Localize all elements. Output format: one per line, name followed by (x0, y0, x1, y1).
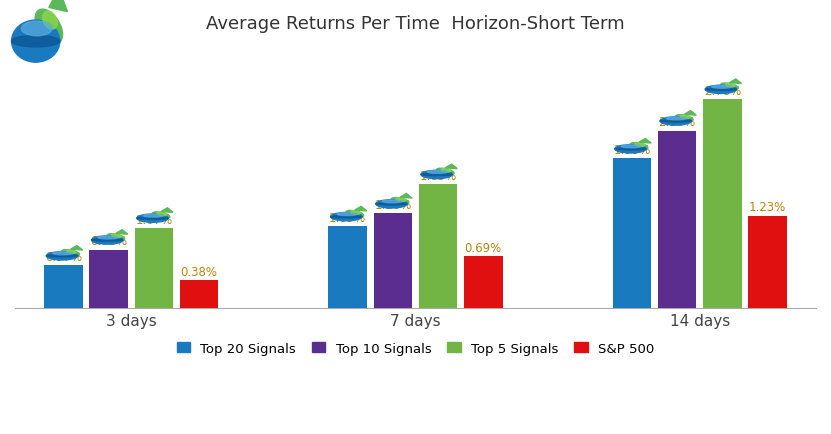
Ellipse shape (660, 121, 691, 123)
Ellipse shape (91, 239, 123, 242)
Ellipse shape (337, 213, 356, 216)
Ellipse shape (660, 118, 691, 126)
Ellipse shape (42, 12, 57, 30)
Ellipse shape (421, 174, 452, 176)
Ellipse shape (615, 145, 647, 154)
Bar (135, 228, 173, 309)
Bar (612, 159, 652, 309)
Ellipse shape (615, 148, 647, 151)
Ellipse shape (351, 211, 360, 215)
Bar (328, 227, 367, 309)
Polygon shape (400, 194, 412, 199)
Ellipse shape (711, 86, 731, 89)
Ellipse shape (725, 84, 735, 88)
Polygon shape (116, 230, 128, 235)
Ellipse shape (35, 10, 62, 45)
Ellipse shape (706, 86, 736, 94)
Polygon shape (355, 207, 366, 211)
Bar (464, 257, 503, 309)
Ellipse shape (22, 22, 52, 37)
Ellipse shape (376, 200, 407, 208)
Ellipse shape (346, 211, 364, 218)
Ellipse shape (111, 234, 121, 238)
Ellipse shape (12, 36, 60, 48)
Bar (373, 214, 412, 309)
Ellipse shape (391, 198, 409, 205)
Ellipse shape (666, 118, 686, 121)
Bar (89, 250, 128, 309)
Ellipse shape (382, 201, 402, 204)
Ellipse shape (66, 250, 76, 254)
Polygon shape (730, 80, 741, 84)
Text: 0.57%: 0.57% (45, 250, 82, 263)
Text: 2.36%: 2.36% (658, 116, 696, 129)
Ellipse shape (98, 237, 118, 240)
Ellipse shape (152, 212, 170, 219)
Text: 1.09%: 1.09% (329, 211, 366, 224)
Polygon shape (639, 139, 651, 144)
Bar (703, 100, 742, 309)
Ellipse shape (396, 198, 406, 202)
Bar (658, 131, 696, 309)
Ellipse shape (441, 169, 450, 173)
Ellipse shape (676, 115, 693, 122)
Polygon shape (684, 112, 696, 116)
Title: Average Returns Per Time  Horizon-Short Term: Average Returns Per Time Horizon-Short T… (206, 15, 625, 33)
Ellipse shape (706, 89, 736, 91)
Text: 1.65%: 1.65% (420, 169, 457, 182)
Polygon shape (71, 246, 82, 250)
Ellipse shape (53, 252, 72, 255)
Ellipse shape (331, 216, 361, 218)
Ellipse shape (630, 143, 648, 150)
Bar (748, 216, 787, 309)
Ellipse shape (137, 217, 168, 220)
Polygon shape (49, 0, 67, 13)
Text: 0.38%: 0.38% (180, 265, 218, 278)
Ellipse shape (331, 213, 361, 221)
Bar (44, 266, 83, 309)
Ellipse shape (12, 21, 60, 63)
Bar (179, 280, 219, 309)
Ellipse shape (61, 250, 80, 257)
Ellipse shape (635, 144, 644, 147)
Ellipse shape (427, 171, 447, 174)
Bar (419, 184, 458, 309)
Text: 0.69%: 0.69% (465, 242, 502, 255)
Ellipse shape (143, 215, 163, 217)
Text: 1.23%: 1.23% (749, 201, 786, 214)
Ellipse shape (681, 116, 690, 119)
Text: 2.78%: 2.78% (704, 85, 741, 98)
Ellipse shape (137, 214, 168, 223)
Text: 1.07%: 1.07% (135, 213, 173, 226)
Ellipse shape (622, 145, 642, 148)
Ellipse shape (157, 213, 166, 216)
Ellipse shape (436, 169, 454, 175)
Text: 0.78%: 0.78% (90, 235, 127, 248)
Ellipse shape (107, 234, 125, 241)
Ellipse shape (376, 203, 407, 206)
Polygon shape (445, 165, 457, 169)
Legend: Top 20 Signals, Top 10 Signals, Top 5 Signals, S&P 500: Top 20 Signals, Top 10 Signals, Top 5 Si… (171, 336, 660, 360)
Text: 1.99%: 1.99% (613, 144, 651, 157)
Ellipse shape (47, 255, 77, 257)
Text: 1.26%: 1.26% (374, 199, 411, 212)
Ellipse shape (421, 171, 452, 179)
Ellipse shape (47, 252, 77, 260)
Ellipse shape (91, 237, 123, 245)
Ellipse shape (720, 84, 738, 91)
Polygon shape (161, 208, 173, 213)
